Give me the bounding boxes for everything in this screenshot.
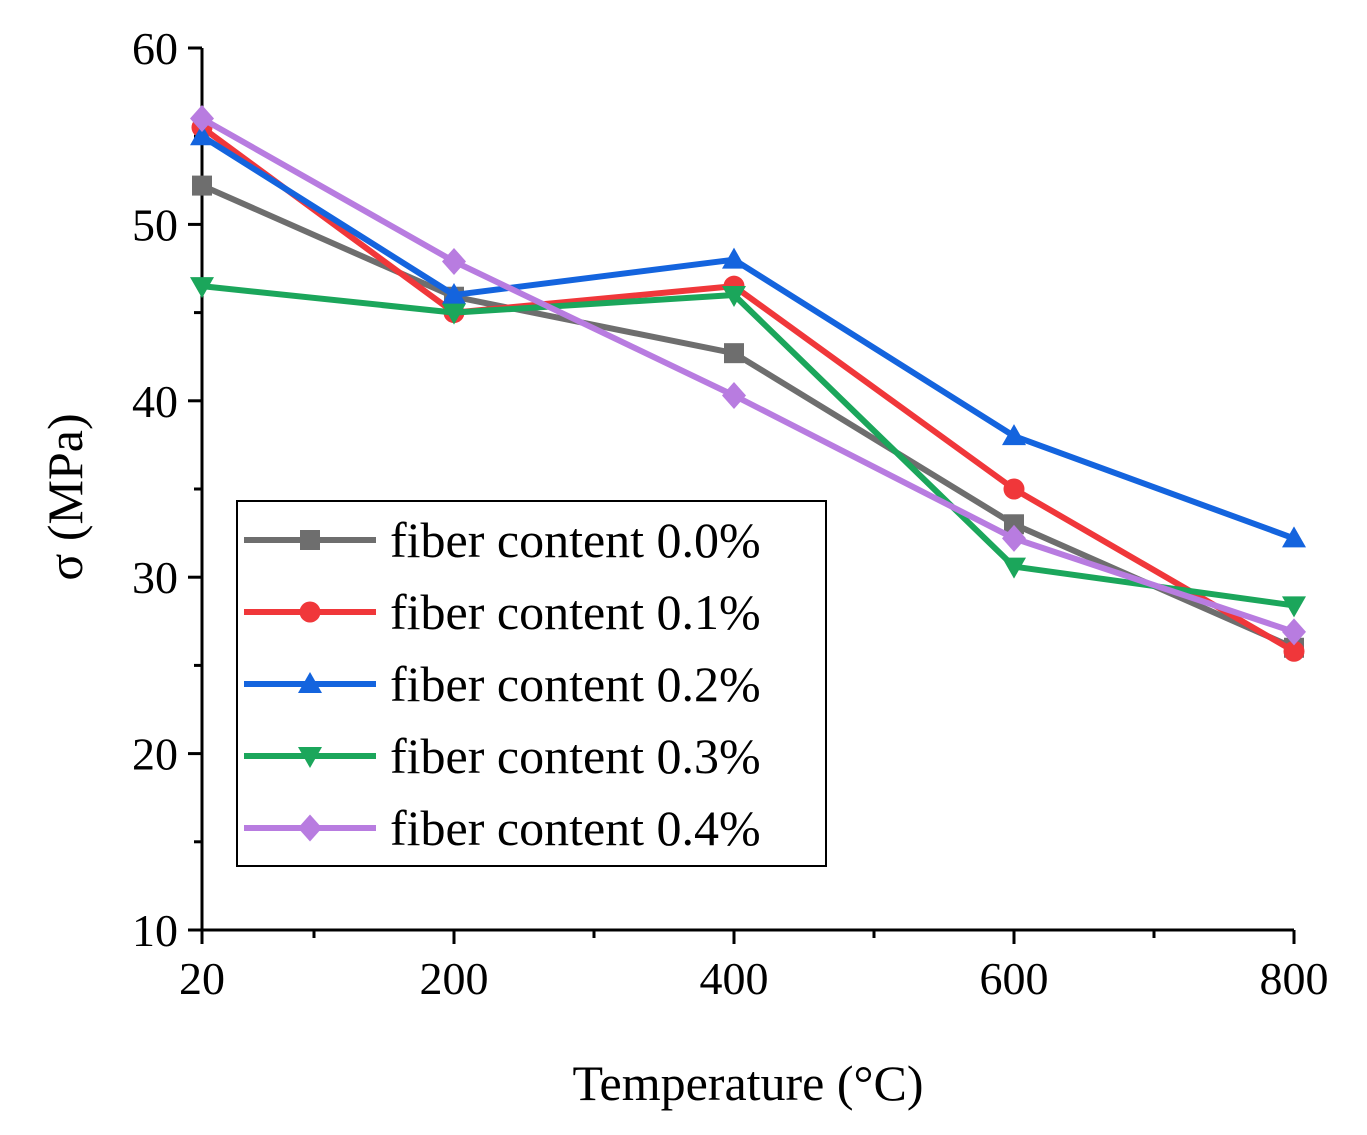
y-axis-title: σ (MPa): [37, 413, 93, 580]
y-tick-label: 10: [132, 905, 178, 956]
data-point: [1003, 478, 1025, 500]
legend-marker: [298, 747, 322, 768]
legend-label: fiber content 0.1%: [390, 584, 761, 640]
series-line: [200, 133, 1296, 542]
legend-marker: [300, 530, 320, 550]
x-tick-label: 200: [420, 953, 489, 1004]
y-tick-label: 20: [132, 729, 178, 780]
data-point: [1002, 524, 1026, 552]
y-tick-label: 50: [132, 199, 178, 250]
data-point: [722, 247, 746, 269]
legend-entry-4: fiber content 0.4%: [244, 800, 761, 856]
legend-entry-3: fiber content 0.3%: [244, 728, 761, 784]
data-point: [442, 303, 466, 325]
legend-entry-1: fiber content 0.1%: [244, 584, 761, 640]
legend-marker: [299, 601, 321, 623]
legend-entry-0: fiber content 0.0%: [244, 512, 761, 568]
legend-label: fiber content 0.3%: [390, 728, 761, 784]
x-tick-label: 800: [1260, 953, 1329, 1004]
data-point: [442, 247, 466, 275]
data-point: [722, 285, 746, 307]
legend-entry-2: fiber content 0.2%: [244, 656, 761, 712]
legend-label: fiber content 0.2%: [390, 656, 761, 712]
data-point: [190, 277, 214, 299]
data-point: [1004, 514, 1024, 535]
x-axis-title: Temperature (°C): [572, 1055, 923, 1111]
legend-label: fiber content 0.0%: [390, 512, 761, 568]
series-2: [190, 124, 1306, 548]
y-tick-label: 40: [132, 376, 178, 427]
legend: fiber content 0.0% fiber content 0.1% fibe…: [236, 500, 827, 867]
data-point: [1002, 424, 1026, 446]
legend-label: fiber content 0.4%: [390, 800, 761, 856]
data-point: [192, 175, 212, 196]
data-point: [1282, 526, 1306, 548]
series-4: [190, 105, 1306, 646]
y-tick-label: 60: [132, 23, 178, 74]
y-tick-label: 30: [132, 552, 178, 603]
data-point: [1282, 618, 1306, 646]
data-point: [724, 343, 744, 364]
legend-marker: [298, 672, 322, 693]
series-3: [190, 277, 1306, 618]
data-point: [1282, 596, 1306, 618]
legend-marker: [298, 814, 322, 842]
data-point: [190, 124, 214, 146]
data-point: [1283, 640, 1305, 662]
x-tick-label: 400: [700, 953, 769, 1004]
data-point: [1002, 557, 1026, 579]
series-layer: [190, 105, 1306, 662]
x-tick-label: 600: [980, 953, 1049, 1004]
data-point: [722, 382, 746, 410]
x-tick-label: 20: [179, 953, 225, 1004]
data-point: [442, 282, 466, 304]
data-point: [190, 105, 214, 133]
